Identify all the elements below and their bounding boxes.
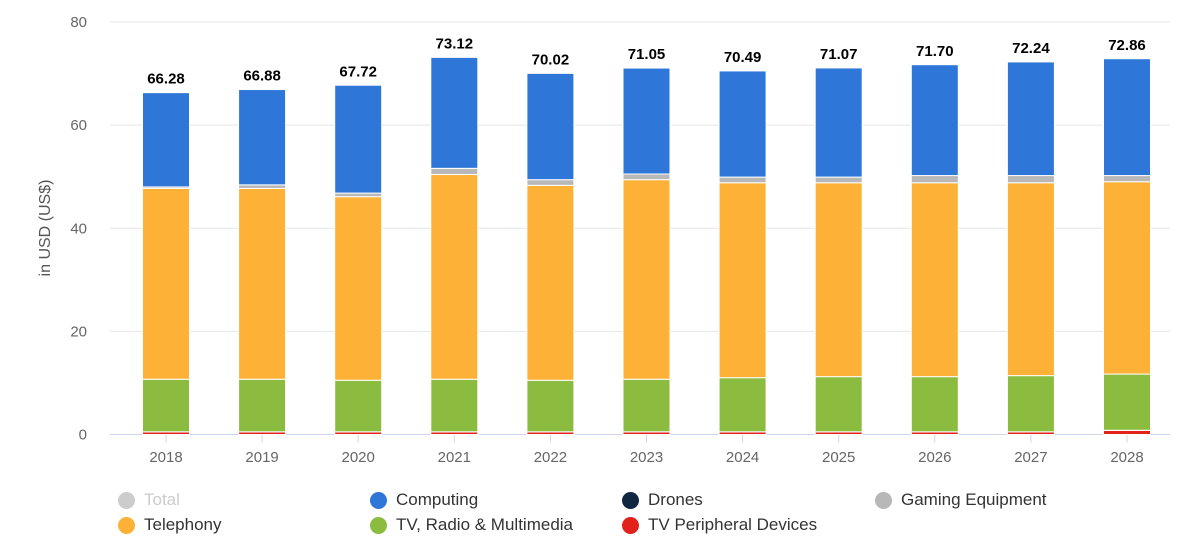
bar-segment-computing [142,92,190,188]
bar-segment-gaming-equipment [1006,175,1055,184]
x-tick-label: 2018 [149,449,182,466]
x-tick-label: 2027 [1014,449,1047,466]
legend-label: TV, Radio & Multimedia [396,515,574,534]
bar-segment-gaming-equipment [334,192,383,198]
y-tick-label: 0 [79,427,87,444]
bar-segment-computing [1006,61,1055,177]
legend-marker-icon [370,516,387,534]
legend-marker-icon [370,491,387,509]
bar-segment-telephony [526,184,575,381]
bar-segment-computing [814,67,863,178]
total-data-label: 73.12 [436,35,474,52]
bar-segment-tv-radio-multimedia [430,378,479,433]
bar-segment-tv-peripheral-devices [1103,429,1151,435]
bar-segment-computing [526,72,575,181]
total-data-label: 71.70 [916,43,954,60]
y-tick-label: 60 [70,117,87,134]
bar-segment-tv-radio-multimedia [334,379,383,433]
x-tick-label: 2024 [726,449,759,466]
legend-item[interactable]: Gaming Equipment [875,490,1047,510]
bar-segment-computing [430,56,479,169]
bar-segment-telephony [814,182,863,378]
bar-segment-telephony [430,174,479,380]
x-tick-label: 2025 [822,449,855,466]
bar-segment-telephony [238,187,287,380]
x-tick-label: 2028 [1110,449,1143,466]
bar-segment-gaming-equipment [430,167,479,176]
bar-segment-computing [718,70,767,178]
legend-marker-icon [118,516,135,534]
total-data-label: 70.02 [532,51,570,68]
bar-segment-gaming-equipment [814,176,863,184]
bar-segment-tv-radio-multimedia [910,376,959,433]
total-data-label: 72.86 [1108,37,1146,54]
bar-segment-gaming-equipment [1103,175,1151,183]
legend-label: Drones [648,490,703,509]
x-tick-label: 2023 [630,449,663,466]
x-tick-label: 2022 [534,449,567,466]
total-data-label: 71.07 [820,46,858,63]
total-data-label: 72.24 [1012,40,1050,57]
bar-segment-gaming-equipment [526,179,575,186]
bar-segment-tv-radio-multimedia [238,378,287,433]
bar-segment-tv-radio-multimedia [718,377,767,433]
bar-segment-tv-radio-multimedia [814,376,863,433]
legend-item[interactable]: TV Peripheral Devices [622,515,817,535]
bar-segment-telephony [622,179,671,380]
bar-segment-gaming-equipment [238,184,287,189]
total-data-label: 66.28 [147,71,185,88]
y-tick-label: 40 [70,220,87,237]
bar-segment-telephony [334,196,383,381]
bar-segment-telephony [910,182,959,378]
bar-segment-computing [238,89,287,186]
bar-segment-telephony [142,187,190,380]
total-data-label: 71.05 [628,46,666,63]
bar-segment-telephony [718,182,767,379]
bar-segment-tv-radio-multimedia [142,378,190,433]
y-tick-label: 80 [70,14,87,31]
bar-segment-computing [334,84,383,194]
legend-label: Gaming Equipment [901,490,1047,509]
legend-item[interactable]: TV, Radio & Multimedia [370,515,573,535]
y-tick-label: 20 [70,323,87,340]
total-data-label: 66.88 [243,68,281,85]
stacked-bar-chart: 0 20 40 60 80 2018 66.28 2019 66.88 2020 67.72 2021… [37,14,1170,466]
total-data-label: 67.72 [339,63,377,80]
legend-item[interactable]: Computing [370,490,478,510]
bar-segment-tv-radio-multimedia [622,378,671,433]
legend-label: TV Peripheral Devices [648,515,818,534]
y-axis-title: in USD (US$) [37,180,54,277]
x-tick-label: 2019 [245,449,278,466]
bar-segment-computing [910,64,959,177]
bar-segment-computing [622,67,671,175]
legend-item[interactable]: Total [118,490,180,510]
bar-segment-telephony [1006,182,1055,377]
legend-label: Computing [396,490,479,509]
legend-marker-icon [622,491,639,509]
legend-marker-icon [118,491,135,509]
bar-segment-gaming-equipment [910,175,959,184]
bar-segment-tv-radio-multimedia [1006,375,1055,433]
x-tick-label: 2021 [438,449,471,466]
bar-segment-telephony [1103,181,1151,375]
bar-segment-tv-radio-multimedia [1103,373,1151,431]
legend-marker-icon [622,516,639,534]
legend-item[interactable]: Drones [622,490,703,510]
x-tick-label: 2026 [918,449,951,466]
legend-label: Total [144,490,180,509]
x-tick-label: 2020 [342,449,375,466]
legend-marker-icon [875,491,892,509]
bar-segment-gaming-equipment [622,173,671,181]
total-data-label: 70.49 [724,49,762,66]
legend-label: Telephony [144,515,222,534]
legend-item[interactable]: Telephony [118,515,222,535]
bar-segment-gaming-equipment [718,176,767,184]
bar-segment-computing [1103,58,1151,177]
bar-segment-tv-radio-multimedia [526,379,575,433]
